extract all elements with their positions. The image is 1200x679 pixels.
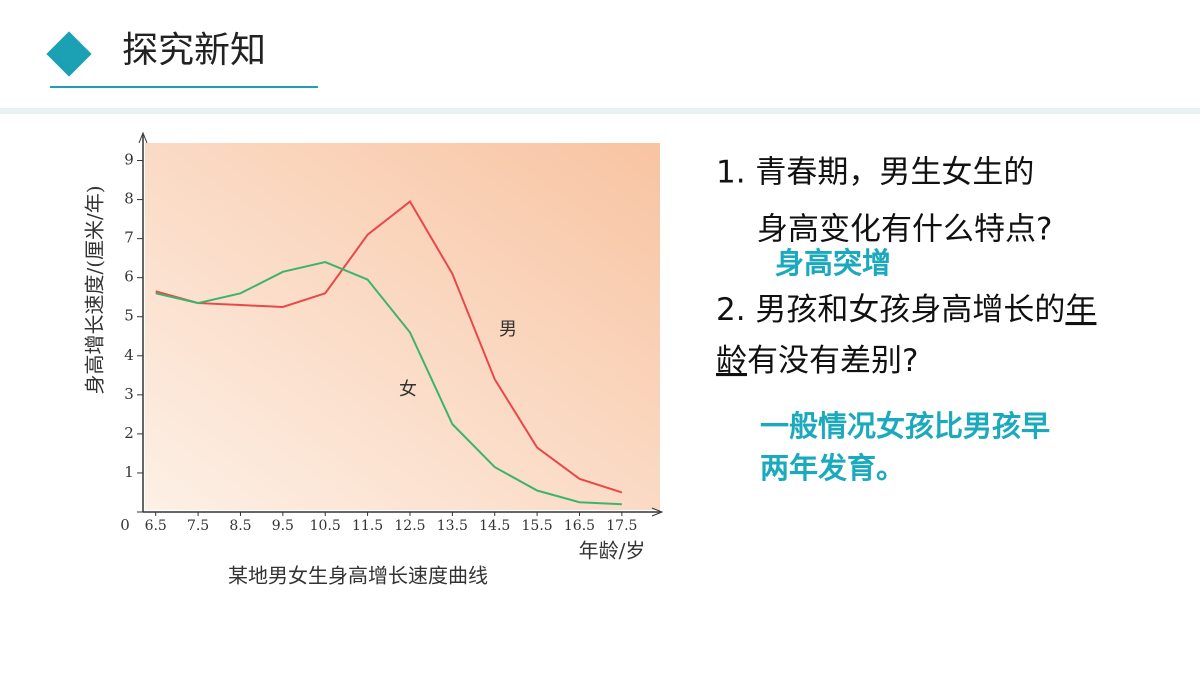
y-tick-label: 4 — [124, 346, 134, 364]
plot-background — [145, 143, 660, 510]
y-tick-label: 5 — [124, 307, 134, 325]
x-tick-label: 6.5 — [145, 518, 167, 534]
header-title: 探究新知 — [122, 30, 266, 71]
y-tick-label: 0 — [120, 516, 130, 534]
question-part: 龄 — [716, 343, 747, 379]
x-tick-label: 7.5 — [187, 518, 209, 534]
answer: 一般情况女孩比男孩早 — [760, 409, 1050, 443]
y-tick-label: 2 — [124, 424, 134, 442]
header-diamond — [46, 31, 92, 77]
question-part: 年 — [1065, 292, 1096, 328]
series-line — [155, 200, 623, 494]
x-tick-label: 16.5 — [564, 518, 595, 534]
question-part: 2. 男孩和女孩身高增长的 — [716, 292, 1065, 328]
x-tick-label: 13.5 — [437, 518, 468, 534]
question-part: 有没有差别? — [747, 343, 918, 379]
x-tick-label: 8.5 — [229, 518, 251, 534]
x-tick-label: 10.5 — [310, 518, 341, 534]
answer: 两年发育。 — [760, 451, 905, 485]
chart: 0 1 2 3 4 5 6 7 8 9 6.5 7.5 8.5 9.5 10.5 11.5 12.5 13.5 14… — [83, 131, 664, 588]
question-line: 1. 青春期，男生女生的 — [716, 155, 1034, 191]
x-tick-label: 9.5 — [272, 518, 294, 534]
series-label: 男 — [499, 319, 517, 340]
question-line: 2. 男孩和女孩身高增长的年 — [716, 292, 1096, 328]
y-tick-label: 8 — [124, 190, 134, 208]
y-arrow — [138, 131, 148, 144]
x-arrow — [651, 507, 664, 517]
y-tick-label: 9 — [124, 151, 134, 169]
chart-caption: 某地男女生身高增长速度曲线 — [228, 564, 488, 588]
y-tick-label: 6 — [124, 268, 134, 286]
x-tick-label: 11.5 — [352, 518, 383, 534]
x-tick-label: 15.5 — [522, 518, 553, 534]
y-tick-label: 3 — [124, 385, 134, 403]
series-label: 女 — [399, 379, 417, 400]
y-axis-label: 身高增长速度/(厘米/年) — [83, 185, 107, 394]
question-line: 身高变化有什么特点? — [757, 212, 1052, 248]
series-line — [155, 261, 622, 506]
y-tick-label: 7 — [124, 229, 134, 247]
answer: 身高突增 — [775, 246, 891, 280]
question-line: 龄有没有差别? — [716, 343, 918, 379]
x-axis-label: 年龄/岁 — [579, 539, 646, 563]
y-tick-label: 1 — [124, 463, 134, 481]
x-tick-label: 14.5 — [479, 518, 510, 534]
x-tick-label: 12.5 — [394, 518, 425, 534]
x-tick-label: 17.5 — [606, 518, 637, 534]
header-band — [0, 108, 1200, 114]
